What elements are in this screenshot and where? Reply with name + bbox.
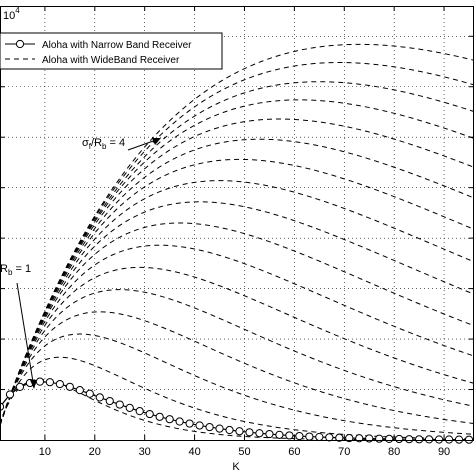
narrowband-marker [115,400,124,409]
wideband-series-line-13 [0,118,474,426]
narrowband-marker [345,433,354,443]
narrowband-marker [424,435,434,444]
y-exponent-label: 104 [3,6,20,22]
annotation-rb-arrowhead [30,380,37,389]
narrowband-marker [175,417,184,426]
narrowband-marker [165,415,174,424]
narrowband-marker [55,379,64,389]
wideband-series-line-12 [0,138,474,426]
narrowband-marker [125,403,134,412]
wideband-series-line-3 [0,333,474,435]
legend-marker-narrowband [15,39,25,49]
x-tick-label: 70 [338,446,350,458]
tick-marks [0,6,474,440]
narrowband-marker [145,409,154,419]
annotation-rb-arrow [16,282,34,383]
x-tick-label: 40 [188,446,200,458]
narrowband-marker [185,419,194,428]
svg-text:Rb = 1: Rb = 1 [0,263,31,277]
x-tick-label: 30 [139,446,151,458]
wideband-series-line-5 [0,289,474,425]
narrowband-marker [155,412,164,421]
narrowband-marker [385,434,394,443]
wideband-series-line-17 [0,43,474,426]
annotation-rb-1: Rb = 1 [0,263,37,389]
legend: Aloha with Narrow Band Receiver Aloha wi… [0,32,223,70]
narrowband-marker [75,386,84,395]
narrowband-marker [255,429,264,438]
legend-box [0,32,223,70]
narrowband-marker [415,435,424,444]
wideband-series-line-6 [0,266,474,425]
wideband-series-line-15 [0,81,474,426]
narrowband-marker [295,431,304,441]
narrowband-marker [265,429,274,439]
x-tick-label: 50 [238,446,250,458]
narrowband-marker [325,433,334,442]
x-tick-label: 80 [388,446,400,458]
narrowband-marker [305,432,314,441]
narrowband-marker [135,407,144,416]
narrowband-marker [215,424,224,433]
wideband-series-line-9 [0,201,474,425]
narrowband-marker [365,434,374,443]
x-axis-label: K [232,461,240,473]
wideband-series-line-4 [0,311,474,425]
grid [0,6,474,440]
narrowband-marker [65,382,74,391]
narrowband-marker [275,430,284,439]
x-tick-label: 10 [39,446,51,458]
wideband-series-line-16 [0,62,474,426]
narrowband-marker [335,433,344,442]
wideband-series-line-14 [0,99,474,426]
annotation-sigma-arrowhead [152,138,161,145]
narrowband-marker [245,428,254,437]
narrowband-marker [464,435,474,444]
narrowband-marker [45,378,54,387]
narrowband-marker [285,431,294,440]
wideband-series-line-8 [0,222,474,425]
annotation-sigma-ratio: σf/Rb = 4 [82,137,161,151]
narrowband-marker [195,421,204,430]
narrowband-marker [444,435,454,444]
x-tick-label: 90 [438,446,450,458]
narrowband-marker [35,377,45,386]
x-tick-labels: 10 20 30 40 50 60 70 80 90 [39,446,450,458]
narrowband-marker [85,389,94,398]
plot-area-frame [0,6,474,441]
narrowband-marker [205,422,214,432]
wideband-series-line-2 [0,356,474,440]
narrowband-marker [105,396,114,406]
narrowband-marker [434,435,444,444]
narrowband-marker [95,393,104,402]
wideband-series-line-1 [0,378,474,441]
x-tick-label: 20 [89,446,101,458]
narrowband-marker [315,432,324,442]
svg-text:σf/Rb = 4: σf/Rb = 4 [82,137,125,151]
narrowband-marker [235,427,244,436]
wideband-series-line-11 [0,158,474,425]
legend-label-narrowband: Aloha with Narrow Band Receiver [42,40,192,51]
narrowband-marker [395,434,404,444]
series-layer [0,43,474,444]
narrowband-marker [5,390,15,399]
narrowband-marker [454,435,464,444]
wideband-series-line-10 [0,180,474,425]
x-tick-label: 60 [288,446,300,458]
annotation-sigma-arrow [127,139,157,151]
legend-label-wideband: Aloha with WideBand Receiver [42,55,180,66]
narrowband-marker [15,382,25,392]
narrowband-marker [375,434,384,443]
wideband-series-line-7 [0,244,474,425]
narrowband-marker [405,435,414,444]
narrowband-marker [225,425,234,435]
